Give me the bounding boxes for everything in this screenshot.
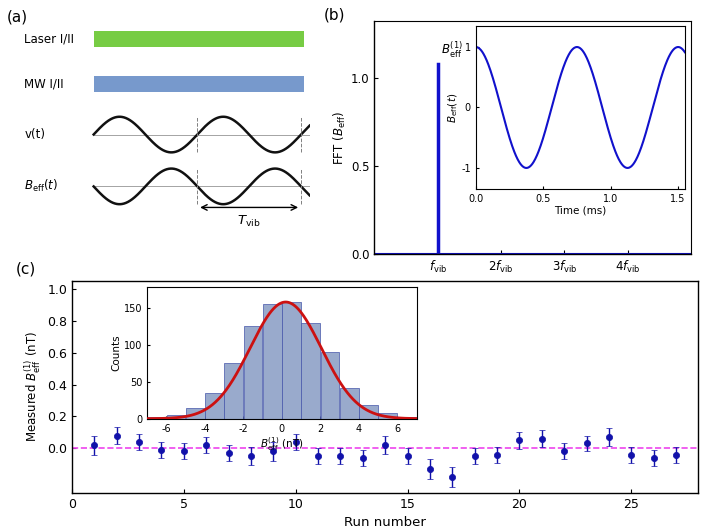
Text: (b): (b) — [324, 7, 345, 22]
Bar — [94, 76, 304, 92]
Text: $T_{\rm vib}$: $T_{\rm vib}$ — [238, 214, 261, 229]
Text: $B_{\rm eff}^{(1)}$: $B_{\rm eff}^{(1)}$ — [441, 40, 463, 60]
Text: (c): (c) — [16, 262, 36, 277]
Y-axis label: FFT ($B_{\rm eff}$): FFT ($B_{\rm eff}$) — [332, 111, 348, 165]
Text: (a): (a) — [7, 10, 28, 24]
Text: Laser I/II: Laser I/II — [24, 32, 74, 46]
Text: MW I/II: MW I/II — [24, 78, 64, 91]
X-axis label: Run number: Run number — [344, 516, 426, 529]
Bar — [94, 31, 304, 47]
Y-axis label: Measured $B_{\rm eff}^{(1)}$ (nT): Measured $B_{\rm eff}^{(1)}$ (nT) — [23, 331, 43, 443]
Text: v(t): v(t) — [24, 128, 45, 141]
Text: $B_{\rm eff}(t)$: $B_{\rm eff}(t)$ — [24, 178, 58, 195]
